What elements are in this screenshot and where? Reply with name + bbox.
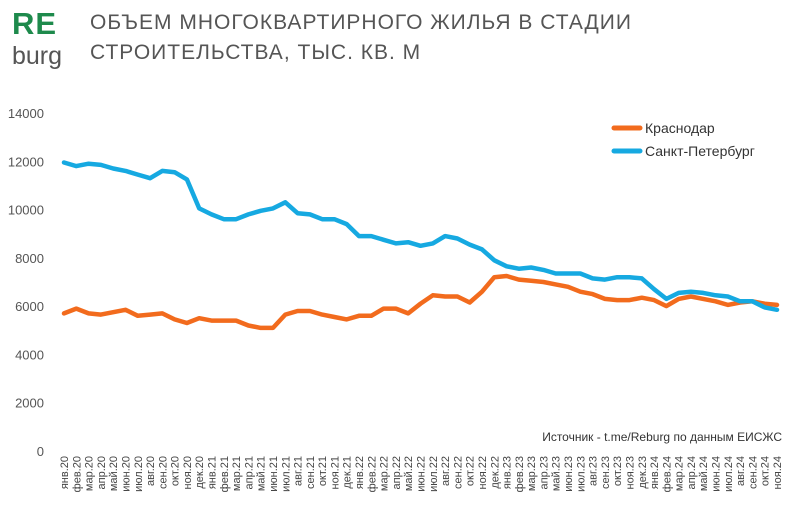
y-tick-label: 8000 xyxy=(15,251,44,266)
y-tick-label: 0 xyxy=(37,444,44,459)
x-tick-label: янв.22 xyxy=(354,456,366,489)
x-tick-label: сен.22 xyxy=(452,456,464,489)
x-tick-label: мар.22 xyxy=(379,456,391,491)
x-tick-label: май.23 xyxy=(551,456,563,491)
x-tick-label: окт.21 xyxy=(317,456,329,486)
x-tick-label: мар.20 xyxy=(84,456,96,491)
x-tick-label: сен.21 xyxy=(305,456,317,489)
x-tick-label: июл.20 xyxy=(133,456,145,492)
source-note: Источник - t.me/Reburg по данным ЕИСЖС xyxy=(542,430,782,444)
x-tick-label: авг.22 xyxy=(440,456,452,486)
x-tick-label: апр.22 xyxy=(391,456,403,489)
series-lines xyxy=(61,160,780,331)
x-tick-label: окт.22 xyxy=(465,456,477,486)
chart-title: ОБЪЕМ МНОГОКВАРТИРНОГО ЖИЛЬЯ В СТАДИИ СТ… xyxy=(90,8,790,68)
legend: Краснодар Санкт-Петербург xyxy=(611,120,755,159)
x-tick-label: июл.21 xyxy=(280,456,292,492)
legend-label: Санкт-Петербург xyxy=(645,143,755,159)
x-tick-label: мар.21 xyxy=(231,456,243,491)
x-tick-label: дек.20 xyxy=(194,456,206,489)
x-tick-label: апр.21 xyxy=(243,456,255,489)
x-tick-label: янв.24 xyxy=(649,456,661,489)
legend-label: Краснодар xyxy=(645,120,715,136)
x-tick-label: фев.22 xyxy=(366,456,378,492)
x-tick-label: окт.23 xyxy=(612,456,624,486)
x-tick-label: июн.22 xyxy=(416,456,428,492)
x-tick-label: фев.20 xyxy=(71,456,83,492)
x-tick-label: мар.24 xyxy=(674,456,686,491)
series-line-krasnodar xyxy=(61,273,780,331)
x-tick-label: фев.21 xyxy=(219,456,231,492)
x-tick-label: апр.20 xyxy=(96,456,108,489)
x-tick-label: окт.20 xyxy=(170,456,182,486)
x-tick-label: дек.23 xyxy=(637,456,649,489)
y-tick-label: 12000 xyxy=(8,154,44,169)
x-tick-label: фев.24 xyxy=(661,456,673,492)
chart-title-line-1: ОБЪЕМ МНОГОКВАРТИРНОГО ЖИЛЬЯ В СТАДИИ xyxy=(90,11,632,34)
x-tick-label: янв.20 xyxy=(59,456,71,489)
x-tick-label: апр.24 xyxy=(686,456,698,489)
x-tick-label: сен.23 xyxy=(600,456,612,489)
x-tick-label: ноя.23 xyxy=(624,456,636,489)
y-tick-label: 6000 xyxy=(15,299,44,314)
x-tick-label: май.22 xyxy=(403,456,415,491)
x-tick-label: июн.20 xyxy=(120,456,132,492)
chart-title-line-2: СТРОИТЕЛЬСТВА, ТЫС. КВ. М xyxy=(90,41,422,64)
x-axis: янв.20 фев.20 мар.20 апр.20 май.20 июн.20 июл.… xyxy=(59,456,784,492)
x-tick-label: авг.21 xyxy=(293,456,305,486)
x-tick-label: фев.23 xyxy=(514,456,526,492)
x-tick-label: июн.23 xyxy=(563,456,575,492)
x-tick-label: сен.20 xyxy=(157,456,169,489)
logo-text-burg: burg xyxy=(12,42,63,70)
x-tick-label: июн.21 xyxy=(268,456,280,492)
x-tick-label: авг.20 xyxy=(145,456,157,486)
x-tick-label: апр.23 xyxy=(538,456,550,489)
x-tick-label: июл.24 xyxy=(723,456,735,492)
x-tick-label: сен.24 xyxy=(747,456,759,489)
series-line-saint-petersburg xyxy=(61,160,780,313)
x-tick-label: авг.24 xyxy=(735,456,747,486)
x-tick-label: дек.22 xyxy=(489,456,501,489)
x-tick-label: авг.23 xyxy=(588,456,600,486)
x-tick-label: май.24 xyxy=(698,456,710,491)
logo-text-re: RE xyxy=(12,6,58,41)
y-tick-label: 4000 xyxy=(15,347,44,362)
x-tick-label: июн.24 xyxy=(711,456,723,492)
x-tick-label: дек.21 xyxy=(342,456,354,489)
x-tick-label: ноя.20 xyxy=(182,456,194,489)
x-tick-label: окт.24 xyxy=(760,456,772,486)
x-tick-label: мар.23 xyxy=(526,456,538,491)
x-tick-label: май.21 xyxy=(256,456,268,491)
x-tick-label: май.20 xyxy=(108,456,120,491)
y-tick-label: 2000 xyxy=(15,396,44,411)
y-tick-label: 14000 xyxy=(8,106,44,121)
x-tick-label: июл.23 xyxy=(575,456,587,492)
x-tick-label: ноя.24 xyxy=(772,456,784,489)
x-tick-label: ноя.21 xyxy=(329,456,341,489)
x-tick-label: июл.22 xyxy=(428,456,440,492)
y-axis: 0 2000 4000 6000 8000 10000 12000 14000 xyxy=(8,106,44,459)
x-tick-label: янв.23 xyxy=(502,456,514,489)
x-tick-label: янв.21 xyxy=(207,456,219,489)
x-tick-label: ноя.22 xyxy=(477,456,489,489)
y-tick-label: 10000 xyxy=(8,203,44,218)
